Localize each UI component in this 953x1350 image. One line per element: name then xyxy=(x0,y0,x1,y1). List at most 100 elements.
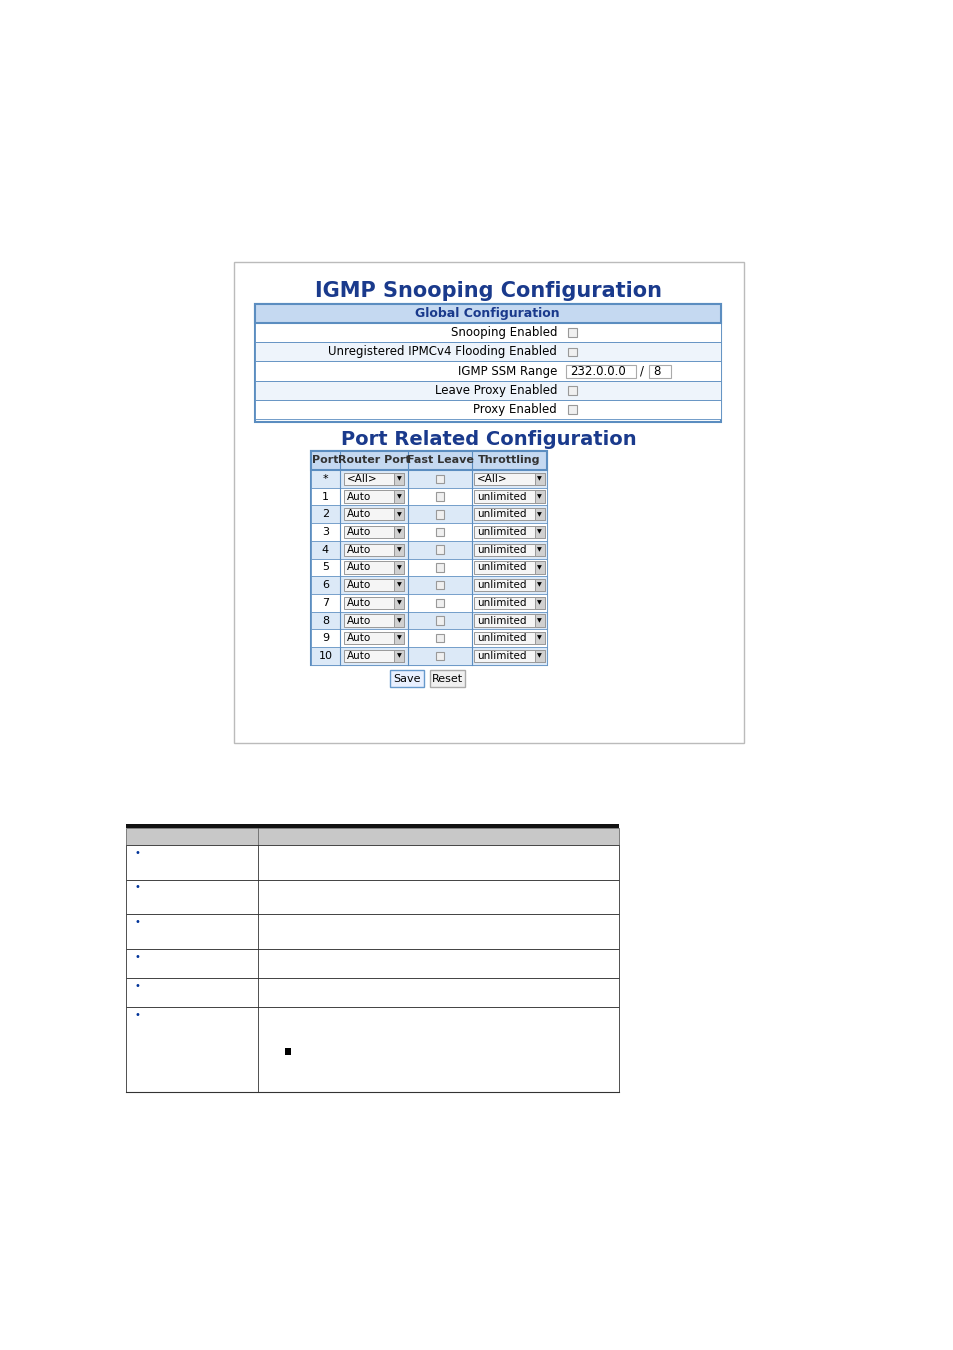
Bar xyxy=(534,508,544,521)
Bar xyxy=(474,562,544,574)
Text: Auto: Auto xyxy=(347,509,371,520)
Bar xyxy=(568,405,577,414)
Text: ▼: ▼ xyxy=(396,636,401,641)
Bar xyxy=(254,305,720,423)
Bar xyxy=(534,614,544,626)
Text: unlimited: unlimited xyxy=(476,598,526,608)
Bar xyxy=(474,649,544,662)
Bar xyxy=(534,526,544,539)
Text: •: • xyxy=(134,883,140,892)
Bar xyxy=(344,562,404,574)
Text: ▼: ▼ xyxy=(396,494,401,499)
Bar xyxy=(474,526,544,539)
Bar xyxy=(394,472,404,485)
Bar xyxy=(474,490,544,502)
Bar xyxy=(568,386,577,394)
Text: Throttling: Throttling xyxy=(477,455,540,466)
Bar xyxy=(390,670,424,687)
Bar xyxy=(311,594,546,612)
Text: Auto: Auto xyxy=(347,633,371,643)
Text: •: • xyxy=(134,848,140,857)
Text: IGMP Snooping Configuration: IGMP Snooping Configuration xyxy=(315,281,661,301)
Text: ▼: ▼ xyxy=(396,547,401,552)
Text: unlimited: unlimited xyxy=(476,526,526,537)
Text: Proxy Enabled: Proxy Enabled xyxy=(473,404,557,416)
Text: ▼: ▼ xyxy=(537,494,541,499)
Text: <All>: <All> xyxy=(347,474,377,483)
Bar xyxy=(534,597,544,609)
Bar xyxy=(344,508,404,521)
Bar xyxy=(394,544,404,556)
Bar xyxy=(534,490,544,502)
Bar xyxy=(126,914,618,949)
Bar xyxy=(311,487,546,505)
Text: Port Related Configuration: Port Related Configuration xyxy=(341,431,636,450)
Bar xyxy=(474,544,544,556)
Text: Reset: Reset xyxy=(432,674,462,683)
Text: ▼: ▼ xyxy=(396,583,401,587)
Text: /: / xyxy=(639,364,643,378)
Text: Auto: Auto xyxy=(347,526,371,537)
Text: ▼: ▼ xyxy=(396,653,401,659)
Bar xyxy=(394,579,404,591)
Text: unlimited: unlimited xyxy=(476,651,526,661)
Text: 1: 1 xyxy=(321,491,329,502)
Bar xyxy=(344,544,404,556)
Text: •: • xyxy=(134,952,140,961)
Bar xyxy=(534,544,544,556)
Text: 4: 4 xyxy=(321,544,329,555)
Bar xyxy=(311,524,546,541)
Text: 232.0.0.0: 232.0.0.0 xyxy=(570,364,625,378)
Bar xyxy=(436,563,444,571)
Bar xyxy=(436,545,444,554)
Bar xyxy=(534,632,544,644)
Bar xyxy=(566,364,636,378)
Bar xyxy=(534,579,544,591)
Bar xyxy=(394,649,404,662)
Text: Router Port: Router Port xyxy=(337,455,410,466)
Bar xyxy=(254,381,720,400)
Bar xyxy=(311,451,546,470)
Bar xyxy=(430,670,464,687)
Bar xyxy=(344,649,404,662)
Text: ▼: ▼ xyxy=(537,601,541,605)
Bar xyxy=(436,652,444,660)
Text: unlimited: unlimited xyxy=(476,509,526,520)
Bar xyxy=(474,472,544,485)
Bar xyxy=(394,526,404,539)
Text: <All>: <All> xyxy=(476,474,507,483)
Bar xyxy=(126,845,618,880)
Bar xyxy=(534,649,544,662)
Text: ▼: ▼ xyxy=(396,601,401,605)
Bar xyxy=(344,597,404,609)
Text: Auto: Auto xyxy=(347,491,371,502)
Text: ▼: ▼ xyxy=(396,512,401,517)
Bar xyxy=(474,597,544,609)
Text: 5: 5 xyxy=(321,563,329,572)
Bar xyxy=(311,576,546,594)
Text: •: • xyxy=(134,981,140,991)
Bar xyxy=(568,347,577,356)
Bar xyxy=(394,614,404,626)
Text: unlimited: unlimited xyxy=(476,580,526,590)
Text: •: • xyxy=(134,1010,140,1021)
Bar xyxy=(394,632,404,644)
Bar xyxy=(344,579,404,591)
Text: 8: 8 xyxy=(321,616,329,625)
Text: Auto: Auto xyxy=(347,544,371,555)
Text: ▼: ▼ xyxy=(396,564,401,570)
Bar xyxy=(474,579,544,591)
Bar xyxy=(126,949,618,979)
Text: 9: 9 xyxy=(321,633,329,643)
Text: *: * xyxy=(322,474,328,483)
Text: Unregistered IPMCv4 Flooding Enabled: Unregistered IPMCv4 Flooding Enabled xyxy=(328,346,557,358)
Bar xyxy=(254,400,720,420)
Bar xyxy=(436,528,444,536)
Text: ▼: ▼ xyxy=(537,547,541,552)
Text: ▼: ▼ xyxy=(537,529,541,535)
Text: unlimited: unlimited xyxy=(476,633,526,643)
Bar xyxy=(534,472,544,485)
Bar xyxy=(344,614,404,626)
Text: ▼: ▼ xyxy=(537,618,541,624)
Text: Auto: Auto xyxy=(347,580,371,590)
